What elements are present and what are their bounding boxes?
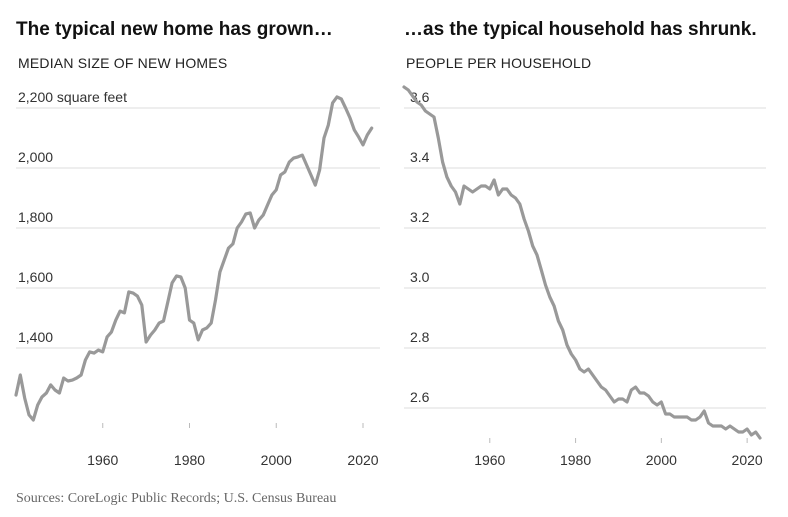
- data-line: [14, 95, 374, 422]
- y-tick-label: 1,400: [18, 329, 53, 345]
- x-tick-label: 2000: [646, 452, 677, 468]
- data-line: [402, 85, 762, 440]
- y-tick-label: 2,000: [18, 149, 53, 165]
- x-tick-label: 1980: [174, 452, 205, 468]
- y-tick-label: 3.2: [410, 209, 430, 225]
- chart-subtitle: PEOPLE PER HOUSEHOLD: [406, 55, 591, 71]
- x-tick-label: 2020: [347, 452, 378, 468]
- x-tick-label: 2000: [261, 452, 292, 468]
- source-note: Sources: CoreLogic Public Records; U.S. …: [16, 491, 336, 506]
- y-tick-label: 3.4: [410, 149, 430, 165]
- x-tick-label: 1960: [87, 452, 118, 468]
- y-tick-label: 2.8: [410, 329, 430, 345]
- x-tick-label: 2020: [732, 452, 763, 468]
- y-tick-label: 1,600: [18, 269, 53, 285]
- chart-title: …as the typical household has shrunk.: [404, 19, 757, 40]
- y-tick-label: 3.0: [410, 269, 430, 285]
- chart-subtitle: MEDIAN SIZE OF NEW HOMES: [18, 55, 227, 71]
- chart-title: The typical new home has grown…: [16, 19, 333, 40]
- x-tick-label: 1980: [560, 452, 591, 468]
- y-tick-label: 2.6: [410, 389, 430, 405]
- x-tick-label: 1960: [474, 452, 505, 468]
- y-tick-label: 1,800: [18, 209, 53, 225]
- y-tick-label: 2,200 square feet: [18, 89, 127, 105]
